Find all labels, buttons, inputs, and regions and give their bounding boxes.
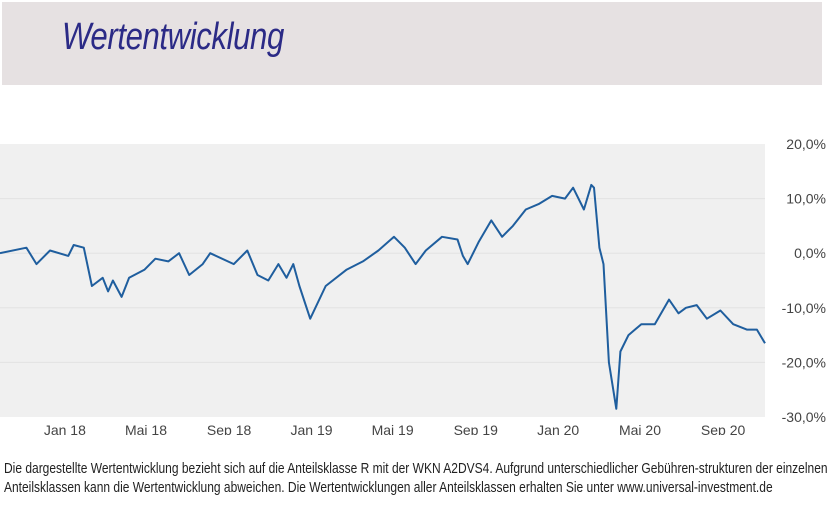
x-tick-label: Mai 19 (372, 422, 414, 435)
y-tick-label: -10,0% (782, 300, 826, 316)
y-tick-label: -20,0% (782, 354, 826, 370)
x-tick-label: Sep 18 (207, 422, 252, 435)
y-tick-label: 0,0% (794, 245, 826, 261)
performance-line (0, 183, 766, 410)
x-tick-label: Jan 19 (291, 422, 333, 435)
header-banner: Wertentwicklung (2, 2, 822, 85)
plot-background (0, 144, 765, 417)
x-tick-label: Jan 20 (537, 422, 579, 435)
y-tick-label: 20,0% (786, 136, 826, 152)
x-tick-label: Mai 20 (619, 422, 661, 435)
x-tick-label: Jan 18 (44, 422, 86, 435)
footnote: Die dargestellte Wertentwicklung bezieht… (4, 460, 827, 496)
page-title: Wertentwicklung (62, 16, 284, 58)
x-tick-label: Sep 20 (701, 422, 746, 435)
y-tick-label: 10,0% (786, 191, 826, 207)
performance-chart: 20,0% 10,0% 0,0% -10,0% -20,0% -30,0% Jan 18 Ma… (0, 136, 826, 435)
x-tick-label: Mai 18 (125, 422, 167, 435)
x-tick-label: Sep 19 (454, 422, 499, 435)
y-tick-label: -30,0% (782, 409, 826, 425)
